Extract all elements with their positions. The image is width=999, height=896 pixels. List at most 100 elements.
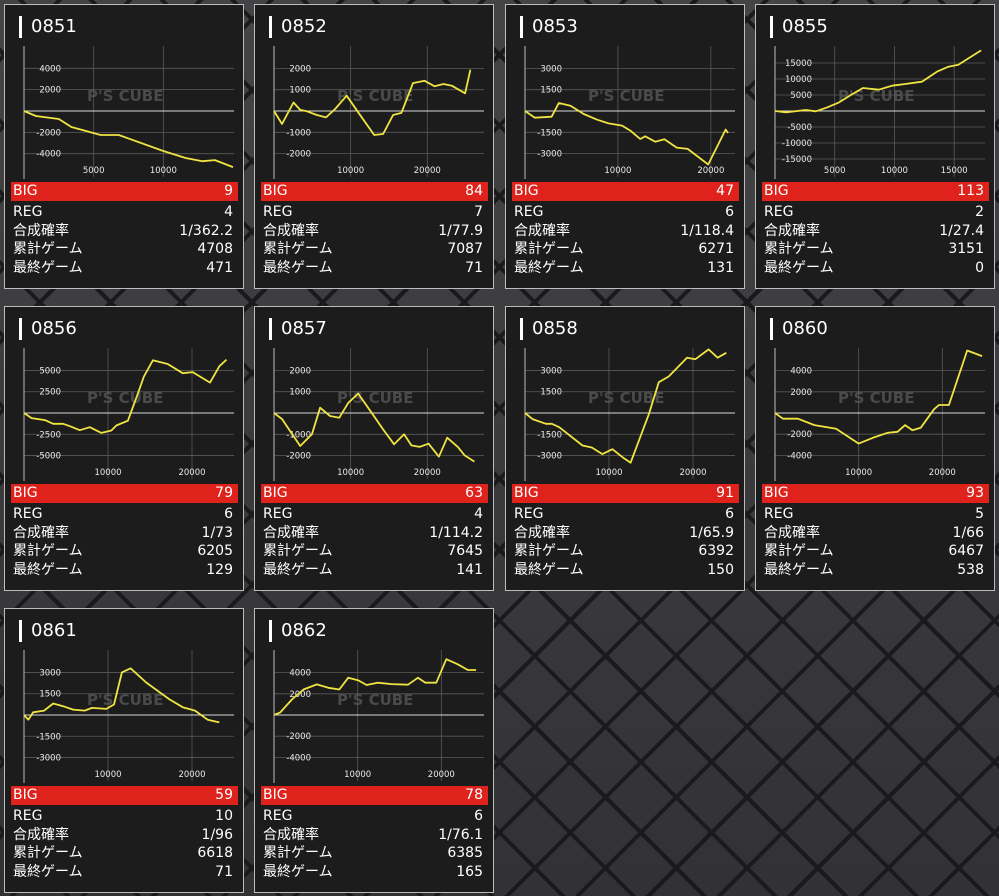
combined-probability-row: 合成確率 1/114.2	[261, 524, 483, 542]
last-game-value: 71	[215, 863, 233, 880]
combined-probability-row: 合成確率 1/77.9	[261, 222, 483, 240]
reg-value: 6	[474, 808, 483, 824]
machine-number[interactable]: 0861	[31, 620, 77, 641]
y-tick-label: -3000	[537, 452, 562, 462]
y-tick-label: 4000	[790, 367, 812, 377]
last-game-row: 最終ゲーム 471	[11, 259, 233, 277]
slump-graph: P'S CUBE 5000 10000 4000 2000 -2000 -4000	[23, 46, 234, 179]
reg-label: REG	[764, 204, 794, 220]
x-tick-label: 15000	[941, 166, 968, 176]
last-game-label: 最終ゲーム	[13, 863, 83, 880]
reg-label: REG	[13, 204, 43, 220]
combined-probability-row: 合成確率 1/73	[11, 524, 233, 542]
machine-number[interactable]: 0852	[281, 16, 327, 37]
total-games-value: 6205	[197, 543, 233, 559]
total-games-row: 累計ゲーム 6271	[512, 240, 734, 258]
reg-count-row: REG 7	[261, 203, 483, 221]
total-games-row: 累計ゲーム 6205	[11, 542, 233, 560]
machine-card[interactable]: 0857 P'S CUBE 10000 20000 2000 1000 -1000 -200…	[254, 306, 494, 591]
machine-card[interactable]: 0851 P'S CUBE 5000 10000 4000 2000 -2000 -4000…	[4, 4, 244, 289]
total-games-label: 累計ゲーム	[13, 845, 83, 861]
balance-line	[23, 358, 228, 434]
y-tick-label: -2000	[787, 430, 812, 440]
total-games-row: 累計ゲーム 3151	[762, 240, 984, 258]
x-tick-label: 5000	[824, 166, 846, 176]
x-tick-label: 20000	[178, 770, 205, 780]
big-count-row: BIG 93	[762, 484, 989, 503]
machine-number[interactable]: 0856	[31, 318, 77, 339]
total-games-value: 6618	[197, 845, 233, 861]
combined-probability-row: 合成確率 1/27.4	[762, 222, 984, 240]
machine-card[interactable]: 0860 P'S CUBE 10000 20000 4000 2000 -2000 -400…	[755, 306, 995, 591]
big-label: BIG	[13, 485, 38, 501]
last-game-row: 最終ゲーム 71	[261, 259, 483, 277]
big-count-row: BIG 113	[762, 182, 989, 201]
machine-card[interactable]: 0855 P'S CUBE 5000 10000 15000 15000 10000 500…	[755, 4, 995, 289]
reg-label: REG	[263, 506, 293, 522]
y-tick-label: 1500	[39, 690, 61, 700]
x-tick-label: 10000	[337, 166, 364, 176]
big-count-row: BIG 78	[261, 786, 488, 805]
total-games-label: 累計ゲーム	[764, 543, 834, 559]
balance-line	[23, 110, 234, 168]
slump-graph: P'S CUBE 10000 20000 3000 1500 -1500 -3000	[524, 46, 735, 179]
machine-card[interactable]: 0862 P'S CUBE 10000 20000 4000 2000 -2000 -400…	[254, 608, 494, 893]
slump-graph: P'S CUBE 10000 20000 4000 2000 -2000 -4000	[273, 650, 484, 783]
last-game-label: 最終ゲーム	[514, 259, 584, 276]
watermark-logo: P'S CUBE	[87, 691, 163, 709]
y-tick-label: 2000	[39, 86, 61, 96]
big-value: 47	[716, 183, 734, 199]
title-accent-bar	[19, 620, 22, 642]
y-tick-label: 1500	[540, 86, 562, 96]
big-value: 79	[215, 485, 233, 501]
combined-probability-row: 合成確率 1/96	[11, 826, 233, 844]
machine-number[interactable]: 0855	[782, 16, 828, 37]
y-tick-label: 5000	[790, 91, 812, 101]
machine-card[interactable]: 0852 P'S CUBE 10000 20000 2000 1000 -1000 -200…	[254, 4, 494, 289]
total-games-row: 累計ゲーム 7087	[261, 240, 483, 258]
y-tick-label: -2000	[36, 128, 61, 138]
combined-probability-label: 合成確率	[263, 524, 319, 541]
combined-probability-label: 合成確率	[764, 222, 820, 239]
machine-card[interactable]: 0861 P'S CUBE 10000 20000 3000 1500 -1500 -300…	[4, 608, 244, 893]
machine-number[interactable]: 0853	[532, 16, 578, 37]
last-game-value: 471	[206, 259, 233, 276]
balance-line	[774, 349, 983, 445]
machine-card[interactable]: 0856 P'S CUBE 10000 20000 5000 2500 -2500 -500…	[4, 306, 244, 591]
slump-graph: P'S CUBE 10000 20000 4000 2000 -2000 -4000	[774, 348, 985, 481]
big-count-row: BIG 59	[11, 786, 238, 805]
x-tick-label: 10000	[604, 166, 631, 176]
combined-probability-label: 合成確率	[514, 222, 570, 239]
last-game-row: 最終ゲーム 71	[11, 863, 233, 881]
y-tick-label: -3000	[537, 150, 562, 160]
y-tick-label: 2000	[790, 388, 812, 398]
combined-probability-value: 1/66	[952, 524, 984, 541]
machine-number[interactable]: 0860	[782, 318, 828, 339]
big-value: 63	[465, 485, 483, 501]
reg-count-row: REG 6	[261, 807, 483, 825]
title-accent-bar	[770, 16, 773, 38]
combined-probability-label: 合成確率	[263, 826, 319, 843]
y-tick-label: -4000	[286, 753, 311, 763]
x-tick-label: 20000	[414, 166, 441, 176]
total-games-label: 累計ゲーム	[764, 241, 834, 257]
y-tick-label: 5000	[39, 366, 61, 376]
reg-label: REG	[263, 204, 293, 220]
machine-card[interactable]: 0853 P'S CUBE 10000 20000 3000 1500 -1500 -300…	[505, 4, 745, 289]
x-tick-label: 10000	[881, 166, 908, 176]
reg-count-row: REG 4	[261, 505, 483, 523]
machine-number[interactable]: 0862	[281, 620, 327, 641]
reg-label: REG	[764, 506, 794, 522]
machine-number[interactable]: 0857	[281, 318, 327, 339]
total-games-label: 累計ゲーム	[13, 543, 83, 559]
machine-number[interactable]: 0858	[532, 318, 578, 339]
machine-number[interactable]: 0851	[31, 16, 77, 37]
machine-card[interactable]: 0858 P'S CUBE 10000 20000 3000 1500 -1500 -300…	[505, 306, 745, 591]
last-game-value: 150	[707, 561, 734, 578]
big-label: BIG	[514, 183, 539, 199]
y-tick-label: -1500	[36, 732, 61, 742]
slump-graph: P'S CUBE 10000 20000 2000 1000 -1000 -2000	[273, 46, 484, 179]
x-tick-label: 5000	[83, 166, 105, 176]
last-game-value: 71	[465, 259, 483, 276]
